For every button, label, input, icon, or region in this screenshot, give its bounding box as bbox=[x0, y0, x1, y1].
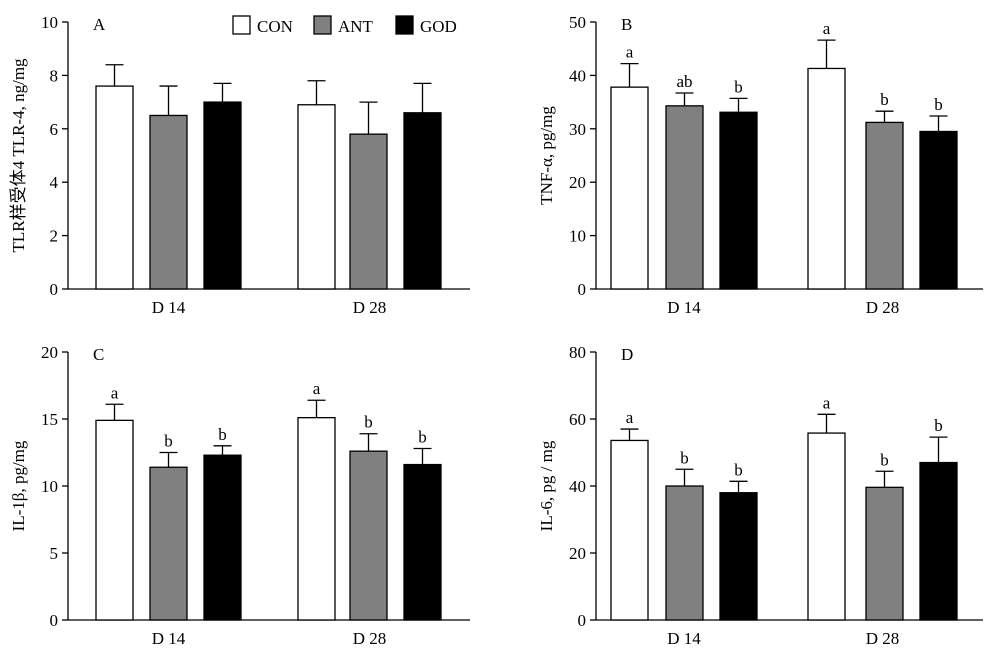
y-tick-label: 0 bbox=[578, 611, 587, 630]
y-tick-label: 2 bbox=[50, 227, 59, 246]
y-tick-label: 10 bbox=[569, 227, 586, 246]
significance-letter: a bbox=[626, 408, 634, 427]
x-category-label: D 28 bbox=[866, 298, 900, 317]
bar-ant bbox=[349, 450, 388, 621]
y-tick-label: 10 bbox=[41, 13, 58, 32]
bar-god bbox=[403, 463, 442, 621]
panel-a: 0 2 4 6 8 10 TLR样受体4 TLR-4, ng/mg A D 14 D 28 bbox=[9, 13, 470, 317]
bar-god bbox=[919, 461, 958, 621]
significance-letter: b bbox=[934, 416, 943, 435]
bar-con bbox=[297, 417, 336, 621]
bar-ant bbox=[665, 485, 704, 621]
y-tick-label: 4 bbox=[50, 173, 59, 192]
bar-con bbox=[95, 419, 134, 621]
significance-letter: a bbox=[626, 43, 634, 62]
significance-letter: b bbox=[364, 413, 373, 432]
legend-swatch-con bbox=[232, 15, 251, 35]
legend-label-god: GOD bbox=[420, 17, 457, 36]
y-tick-label: 20 bbox=[569, 544, 586, 563]
y-tick-label: 60 bbox=[569, 410, 586, 429]
y-tick-label: 15 bbox=[41, 410, 58, 429]
y-tick-label: 0 bbox=[50, 280, 59, 299]
y-tick-label: 6 bbox=[50, 120, 59, 139]
y-tick-label: 40 bbox=[569, 477, 586, 496]
x-category-label: D 14 bbox=[152, 298, 186, 317]
y-tick-label: 8 bbox=[50, 66, 59, 85]
significance-letter: b bbox=[880, 450, 889, 469]
significance-letter: b bbox=[934, 95, 943, 114]
y-tick-label: 0 bbox=[578, 280, 587, 299]
bar-ant bbox=[149, 466, 188, 621]
legend-label-ant: ANT bbox=[338, 17, 374, 36]
bar-ant bbox=[865, 486, 904, 621]
bar-ant bbox=[665, 105, 704, 290]
bar-ant bbox=[865, 121, 904, 290]
significance-letter: a bbox=[111, 383, 119, 402]
panel-d: 0 20 40 60 80 IL-6, pg / mg D D 14 D 28 a a b b b b bbox=[537, 343, 983, 648]
bar-god bbox=[719, 492, 758, 621]
significance-letter: a bbox=[823, 19, 831, 38]
legend-swatch-god bbox=[395, 15, 414, 35]
significance-letter: b bbox=[734, 460, 743, 479]
y-tick-label: 10 bbox=[41, 477, 58, 496]
y-tick-label: 80 bbox=[569, 343, 586, 362]
significance-letter: ab bbox=[676, 72, 692, 91]
bar-con bbox=[610, 86, 649, 290]
panel-letter: D bbox=[621, 345, 633, 364]
y-tick-label: 30 bbox=[569, 120, 586, 139]
panel-c: 0 5 10 15 20 IL-1β, pg/mg C D 14 D 28 a a b b b b bbox=[9, 343, 470, 648]
significance-letter: a bbox=[313, 379, 321, 398]
bar-ant bbox=[149, 114, 188, 290]
y-axis-title: IL-6, pg / mg bbox=[537, 440, 556, 531]
significance-letter: b bbox=[418, 427, 427, 446]
bar-god bbox=[203, 454, 242, 621]
bar-con bbox=[610, 439, 649, 621]
bar-god bbox=[719, 111, 758, 290]
y-tick-label: 50 bbox=[569, 13, 586, 32]
significance-letter: b bbox=[734, 77, 743, 96]
x-category-label: D 28 bbox=[353, 298, 387, 317]
bar-con bbox=[807, 432, 846, 621]
y-tick-label: 0 bbox=[50, 611, 59, 630]
bar-con bbox=[297, 104, 336, 290]
significance-letter: b bbox=[880, 90, 889, 109]
bar-god bbox=[403, 112, 442, 290]
bar-con bbox=[95, 85, 134, 290]
panel-letter: B bbox=[621, 15, 632, 34]
significance-letter: b bbox=[680, 448, 689, 467]
significance-letter: b bbox=[164, 432, 173, 451]
x-category-label: D 14 bbox=[152, 629, 186, 648]
x-category-label: D 14 bbox=[667, 298, 701, 317]
y-axis-title: IL-1β, pg/mg bbox=[9, 440, 28, 531]
legend-label-con: CON bbox=[257, 17, 293, 36]
legend-swatch-ant bbox=[313, 15, 332, 35]
y-axis-title: TLR样受体4 TLR-4, ng/mg bbox=[9, 58, 28, 253]
bar-con bbox=[807, 67, 846, 290]
panel-b: 0 10 20 30 40 50 TNF-α, pg/mg B D 14 D 28 a a ab b b b bbox=[537, 13, 983, 317]
panel-letter: A bbox=[93, 15, 106, 34]
significance-letter: b bbox=[218, 425, 227, 444]
y-tick-label: 20 bbox=[41, 343, 58, 362]
y-tick-label: 20 bbox=[569, 173, 586, 192]
bar-god bbox=[203, 101, 242, 290]
y-tick-label: 5 bbox=[50, 544, 59, 563]
legend: CON ANT GOD bbox=[232, 15, 457, 36]
y-axis-title: TNF-α, pg/mg bbox=[537, 106, 556, 205]
panel-letter: C bbox=[93, 345, 104, 364]
y-tick-label: 40 bbox=[569, 66, 586, 85]
x-category-label: D 14 bbox=[667, 629, 701, 648]
significance-letter: a bbox=[823, 393, 831, 412]
x-category-label: D 28 bbox=[353, 629, 387, 648]
bar-ant bbox=[349, 133, 388, 290]
x-category-label: D 28 bbox=[866, 629, 900, 648]
bar-god bbox=[919, 130, 958, 290]
